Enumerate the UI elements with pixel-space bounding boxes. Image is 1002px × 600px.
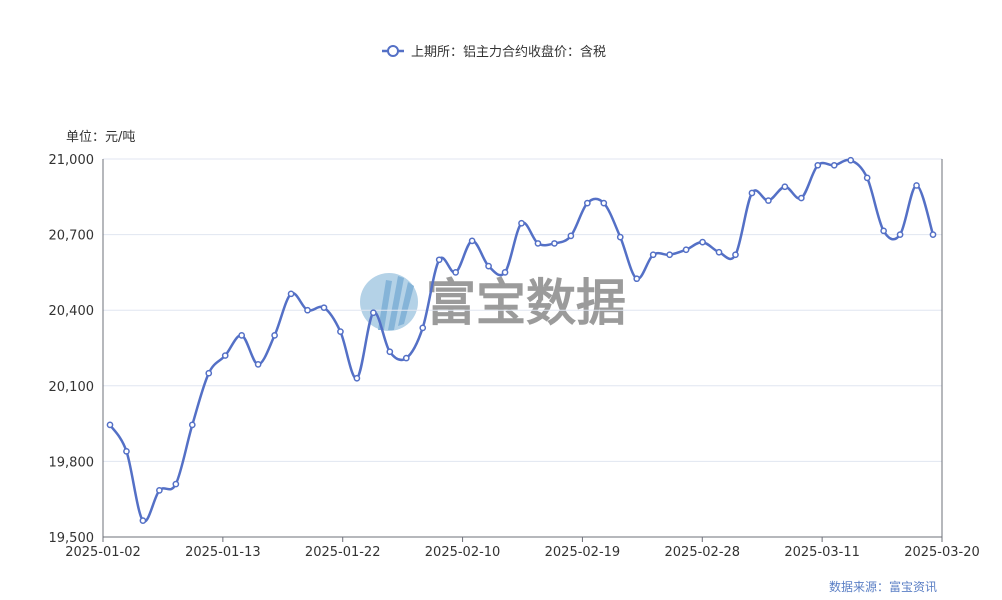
y-axis-labels: 19,500 19,800 20,100 20,400 20,700 21,000 bbox=[49, 153, 95, 546]
data-point[interactable] bbox=[583, 199, 591, 207]
x-tick-label: 2025-01-02 bbox=[65, 545, 141, 560]
data-point[interactable] bbox=[468, 237, 476, 245]
data-point[interactable] bbox=[304, 306, 311, 314]
data-point[interactable] bbox=[188, 421, 196, 429]
data-point[interactable] bbox=[123, 447, 130, 455]
data-point[interactable] bbox=[682, 246, 690, 254]
data-point[interactable] bbox=[830, 161, 838, 169]
x-axis-labels: 2025-01-02 2025-01-13 2025-01-22 2025-02-10… bbox=[65, 545, 980, 560]
data-point[interactable] bbox=[139, 517, 147, 524]
data-point[interactable] bbox=[616, 233, 624, 241]
data-point[interactable] bbox=[600, 199, 608, 207]
data-point[interactable] bbox=[435, 256, 443, 264]
data-point[interactable] bbox=[699, 238, 706, 246]
data-point[interactable] bbox=[649, 251, 657, 259]
data-point[interactable] bbox=[715, 248, 723, 256]
data-point[interactable] bbox=[847, 156, 855, 164]
data-point[interactable] bbox=[633, 275, 641, 283]
x-tick-label: 2025-02-19 bbox=[545, 545, 621, 560]
data-point[interactable] bbox=[501, 269, 509, 276]
x-tick-label: 2025-01-13 bbox=[185, 545, 261, 560]
data-point[interactable] bbox=[863, 174, 871, 182]
data-point[interactable] bbox=[765, 197, 772, 204]
data-point[interactable] bbox=[929, 231, 937, 238]
data-point[interactable] bbox=[913, 182, 920, 189]
data-source-label: 数据来源：富宝资讯 bbox=[829, 579, 937, 594]
data-point[interactable] bbox=[452, 269, 460, 276]
data-point[interactable] bbox=[320, 304, 328, 312]
legend-label: 上期所：铝主力合约收盘价：含税 bbox=[411, 44, 606, 60]
data-point[interactable] bbox=[880, 227, 887, 235]
data-point[interactable] bbox=[156, 487, 163, 494]
legend-marker-icon bbox=[387, 45, 399, 57]
x-tick-label: 2025-02-28 bbox=[665, 545, 741, 560]
data-point[interactable] bbox=[814, 161, 822, 169]
data-point[interactable] bbox=[205, 369, 213, 377]
data-point[interactable] bbox=[534, 240, 542, 247]
y-axis-unit-label: 单位：元/吨 bbox=[66, 130, 135, 145]
axes bbox=[102, 159, 943, 542]
data-point[interactable] bbox=[221, 352, 229, 359]
y-tick-label: 20,100 bbox=[49, 380, 95, 395]
data-point[interactable] bbox=[402, 354, 410, 362]
data-point[interactable] bbox=[666, 251, 673, 259]
y-tick-label: 20,400 bbox=[49, 304, 95, 319]
watermark-logo-icon bbox=[360, 273, 418, 331]
data-point[interactable] bbox=[271, 332, 278, 339]
data-point[interactable] bbox=[386, 348, 394, 356]
data-point[interactable] bbox=[797, 194, 805, 202]
y-tick-label: 19,800 bbox=[49, 455, 95, 470]
data-point[interactable] bbox=[337, 328, 344, 335]
y-tick-label: 20,700 bbox=[49, 229, 95, 244]
data-point[interactable] bbox=[287, 290, 295, 298]
data-point[interactable] bbox=[353, 374, 361, 382]
data-point[interactable] bbox=[896, 231, 904, 238]
watermark: 富宝数据 bbox=[360, 273, 626, 332]
y-tick-label: 19,500 bbox=[49, 531, 95, 546]
data-point[interactable] bbox=[748, 189, 756, 197]
series-line bbox=[108, 158, 935, 523]
legend[interactable]: 上期所：铝主力合约收盘价：含税 bbox=[382, 44, 606, 60]
data-point[interactable] bbox=[518, 219, 525, 227]
data-point[interactable] bbox=[172, 480, 180, 488]
y-tick-label: 21,000 bbox=[49, 153, 95, 168]
data-point[interactable] bbox=[551, 240, 558, 247]
data-point[interactable] bbox=[567, 232, 575, 240]
data-point[interactable] bbox=[106, 421, 114, 429]
grid bbox=[103, 158, 942, 462]
data-points bbox=[106, 156, 937, 524]
x-tick-label: 2025-02-10 bbox=[425, 545, 501, 560]
data-point[interactable] bbox=[238, 332, 246, 339]
x-tick-label: 2025-03-20 bbox=[904, 545, 980, 560]
x-tick-label: 2025-01-22 bbox=[305, 545, 381, 560]
data-point[interactable] bbox=[781, 183, 789, 191]
data-point[interactable] bbox=[485, 262, 492, 270]
x-tick-label: 2025-03-11 bbox=[784, 545, 860, 560]
data-point[interactable] bbox=[254, 361, 262, 368]
data-point[interactable] bbox=[732, 251, 739, 259]
data-point[interactable] bbox=[419, 324, 427, 332]
data-point[interactable] bbox=[370, 309, 377, 317]
watermark-text: 富宝数据 bbox=[426, 274, 626, 332]
